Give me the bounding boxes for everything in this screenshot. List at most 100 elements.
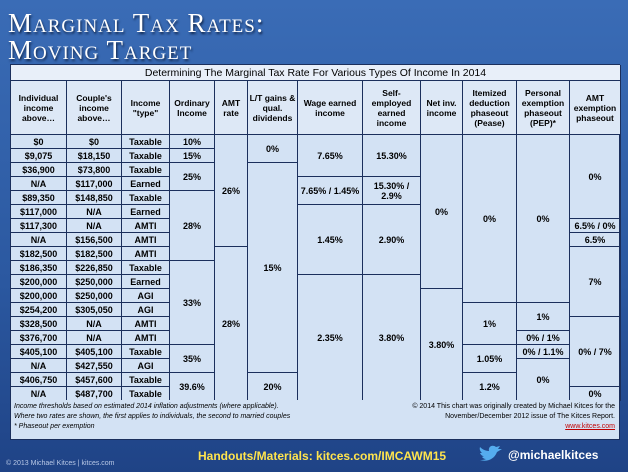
rate-cell: 0%	[463, 135, 517, 303]
rate-cell: 0%	[570, 135, 621, 219]
cell: Taxable	[122, 191, 170, 205]
credit: © 2014 This chart was originally created…	[412, 403, 615, 420]
cell: $200,000	[11, 289, 67, 303]
table-notes: Income thresholds based on estimated 201…	[10, 400, 620, 440]
cell: AGI	[122, 359, 170, 373]
note: Where two rates are shown, the first app…	[14, 413, 291, 420]
cell: $117,000	[67, 177, 122, 191]
cell: $487,700	[67, 387, 122, 401]
cell: AMTI	[122, 317, 170, 331]
cell: $117,300	[11, 219, 67, 233]
rate-cell: 1.05%	[463, 345, 517, 373]
rate-cell: 3.80%	[421, 289, 463, 401]
column-header: L/T gains & qual. dividends	[248, 81, 298, 135]
table-caption: Determining The Marginal Tax Rate For Va…	[11, 65, 621, 81]
bird	[479, 445, 502, 461]
column-header: Net inv. income	[421, 81, 463, 135]
cell: $226,850	[67, 261, 122, 275]
rate-cell: 15%	[170, 149, 215, 163]
rate-cell: 6.5% / 0%	[570, 219, 621, 233]
rate-cell: 0% / 7%	[570, 317, 621, 387]
column-header: AMT exemption phaseout	[570, 81, 621, 135]
rate-cell: 33%	[170, 261, 215, 345]
cell: $182,500	[67, 247, 122, 261]
cell: $405,100	[67, 345, 122, 359]
cell: $182,500	[11, 247, 67, 261]
rate-cell: 10%	[170, 135, 215, 149]
column-header: AMT rate	[215, 81, 248, 135]
cell: $328,500	[11, 317, 67, 331]
rate-cell: 0%	[517, 135, 570, 303]
rate-cell: 3.80%	[363, 275, 421, 401]
rate-cell: 15%	[248, 163, 298, 373]
title-line: Marginal Tax Rates:	[8, 8, 265, 38]
rate-cell: 1.45%	[298, 205, 363, 275]
column-header: Individual income above…	[11, 81, 67, 135]
rate-cell: 1%	[463, 303, 517, 345]
cell: AMTI	[122, 219, 170, 233]
rate-cell: 0%	[421, 135, 463, 289]
rate-cell: 1.2%	[463, 373, 517, 401]
rate-cell: 2.35%	[298, 275, 363, 401]
rate-cell: 0%	[570, 387, 621, 401]
cell: Taxable	[122, 345, 170, 359]
rate-cell: 26%	[215, 135, 248, 247]
cell: N/A	[67, 219, 122, 233]
cell: $117,000	[11, 205, 67, 219]
rate-cell: 7.65%	[298, 135, 363, 177]
footer-copyright: © 2013 Michael Kitces | kitces.com	[6, 460, 115, 467]
cell: Taxable	[122, 149, 170, 163]
cell: AGI	[122, 289, 170, 303]
cell: $156,500	[67, 233, 122, 247]
notes-right: © 2014 This chart was originally created…	[375, 402, 615, 432]
cell: $200,000	[11, 275, 67, 289]
cell: $250,000	[67, 289, 122, 303]
tax-table: Determining The Marginal Tax Rate For Va…	[10, 64, 621, 402]
cell: Earned	[122, 205, 170, 219]
column-header: Personal exemption phaseout (PEP)*	[517, 81, 570, 135]
rate-cell: 7%	[570, 247, 621, 317]
rate-cell: 15.30% / 2.9%	[363, 177, 421, 205]
cell: N/A	[11, 233, 67, 247]
note: Income thresholds based on estimated 201…	[14, 403, 279, 410]
rate-cell: 0% / 1%	[517, 331, 570, 345]
cell: $457,600	[67, 373, 122, 387]
rate-cell: 20%	[248, 373, 298, 401]
column-header: Ordinary Income	[170, 81, 215, 135]
column-header: Couple's income above…	[67, 81, 122, 135]
cell: $405,100	[11, 345, 67, 359]
cell: $406,750	[11, 373, 67, 387]
cell: $36,900	[11, 163, 67, 177]
cell: Taxable	[122, 261, 170, 275]
rate-cell: 7.65% / 1.45%	[298, 177, 363, 205]
cell: $0	[67, 135, 122, 149]
cell: $427,550	[67, 359, 122, 373]
rate-cell: 2.90%	[363, 205, 421, 275]
cell: $250,000	[67, 275, 122, 289]
rate-cell: 39.6%	[170, 373, 215, 401]
rate-cell: 0% / 1.1%	[517, 345, 570, 359]
cell: AGI	[122, 303, 170, 317]
column-header: Self-employed earned income	[363, 81, 421, 135]
cell: Earned	[122, 275, 170, 289]
rate-cell: 15.30%	[363, 135, 421, 177]
rate-cell: 6.5%	[570, 233, 621, 247]
cell: N/A	[11, 177, 67, 191]
cell: Taxable	[122, 387, 170, 401]
cell: AMTI	[122, 233, 170, 247]
cell: N/A	[67, 317, 122, 331]
cell: $0	[11, 135, 67, 149]
rate-cell: 28%	[170, 191, 215, 261]
footer-twitter: @michaelkitces	[508, 448, 599, 462]
cell: N/A	[11, 387, 67, 401]
cell: N/A	[11, 359, 67, 373]
rate-cell: 25%	[170, 163, 215, 191]
cell: Earned	[122, 177, 170, 191]
credit-url: www.kitces.com	[565, 423, 615, 430]
rate-cell: 35%	[170, 345, 215, 373]
column-header: Income "type"	[122, 81, 170, 135]
cell: $186,350	[11, 261, 67, 275]
cell: N/A	[67, 205, 122, 219]
rate-cell: 28%	[215, 247, 248, 401]
